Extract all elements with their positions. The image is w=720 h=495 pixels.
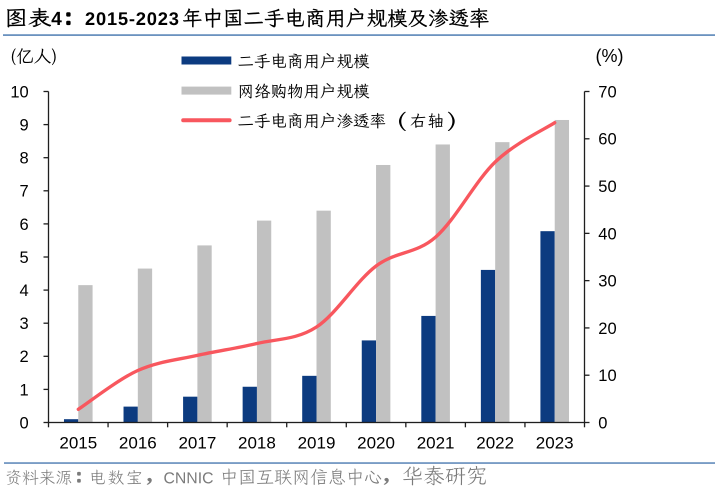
svg-text:6: 6 [20,216,29,234]
svg-text:3: 3 [20,315,29,333]
svg-text:9: 9 [20,117,29,135]
svg-text:2017: 2017 [178,434,216,453]
svg-text:7: 7 [20,183,29,201]
svg-text:2016: 2016 [119,434,157,453]
svg-text:20: 20 [598,320,616,338]
svg-text:40: 40 [598,225,616,243]
svg-text:2: 2 [20,348,29,366]
svg-text:8: 8 [20,150,29,168]
svg-text:4: 4 [20,282,29,300]
svg-text:50: 50 [598,178,616,196]
svg-text:2023: 2023 [536,434,574,453]
svg-text:2021: 2021 [417,434,455,453]
svg-text:5: 5 [20,249,29,267]
svg-text:10: 10 [10,83,28,101]
svg-text:2018: 2018 [238,434,276,453]
svg-text:2015: 2015 [59,434,97,453]
svg-text:1: 1 [20,381,29,399]
svg-text:2022: 2022 [476,434,514,453]
svg-text:0: 0 [20,414,29,432]
svg-text:2019: 2019 [298,434,336,453]
svg-text:30: 30 [598,273,616,291]
svg-text:60: 60 [598,131,616,149]
svg-text:(%): (%) [596,46,624,66]
svg-text:0: 0 [598,414,607,432]
svg-text:2020: 2020 [357,434,395,453]
svg-text:10: 10 [598,367,616,385]
svg-text:70: 70 [598,83,616,101]
